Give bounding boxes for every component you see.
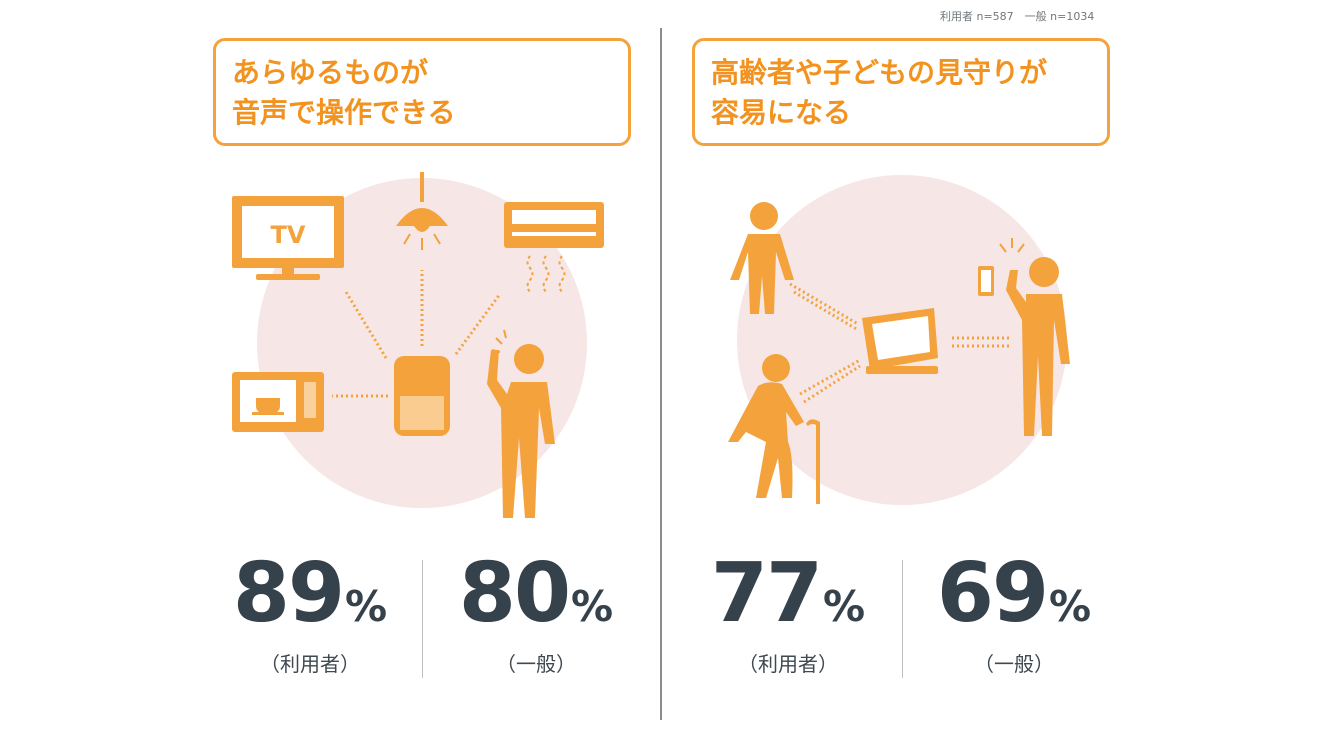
headline-line-2: 音声で操作できる [232,96,456,129]
headline-line-1: 高齢者や子どもの見守りが [711,56,1048,89]
stat-unit: % [823,582,866,631]
air-conditioner-icon [504,202,604,293]
headline-box: 高齢者や子どもの見守りが 容易になる [692,38,1110,146]
panel-divider [660,28,662,720]
monitoring-illustration [728,175,1070,505]
child-icon [730,202,794,314]
tv-icon: TV [232,196,344,280]
stat-value-users: 77% [688,546,888,641]
stat-value-users: 89% [210,546,410,641]
stat-unit: % [1049,582,1092,631]
stat-unit: % [345,582,388,631]
headline-line-2: 容易になる [711,96,852,129]
stat-divider [422,560,423,678]
tv-label: TV [271,221,306,249]
smart-display-icon [862,308,938,374]
stat-number: 77 [710,546,823,641]
signal-beam-icons [789,282,1010,404]
stat-number: 69 [936,546,1049,641]
stat-label-users: （利用者） [738,652,838,676]
stat-label-general: （一般） [974,652,1054,676]
headline-line-1: あらゆるものが [232,56,429,89]
stat-divider [902,560,903,678]
smart-speaker-icon [394,356,450,436]
stat-label-users: （利用者） [260,652,360,676]
ceiling-light-icon [396,172,448,250]
stat-value-general: 69% [914,546,1114,641]
parent-with-phone-icon [978,238,1070,436]
stat-number: 89 [232,546,345,641]
stat-label-general: （一般） [496,652,576,676]
headline-box: あらゆるものが 音声で操作できる [213,38,631,146]
voice-control-illustration: TV [232,172,604,518]
stat-value-general: 80% [436,546,636,641]
elderly-person-icon [728,354,820,504]
sound-wave-icons [332,270,502,398]
stat-unit: % [571,582,614,631]
microwave-icon [232,372,324,432]
stat-number: 80 [458,546,571,641]
sample-size-note: 利用者 n=587 一般 n=1034 [940,10,1095,23]
speaking-person-icon [487,329,555,518]
